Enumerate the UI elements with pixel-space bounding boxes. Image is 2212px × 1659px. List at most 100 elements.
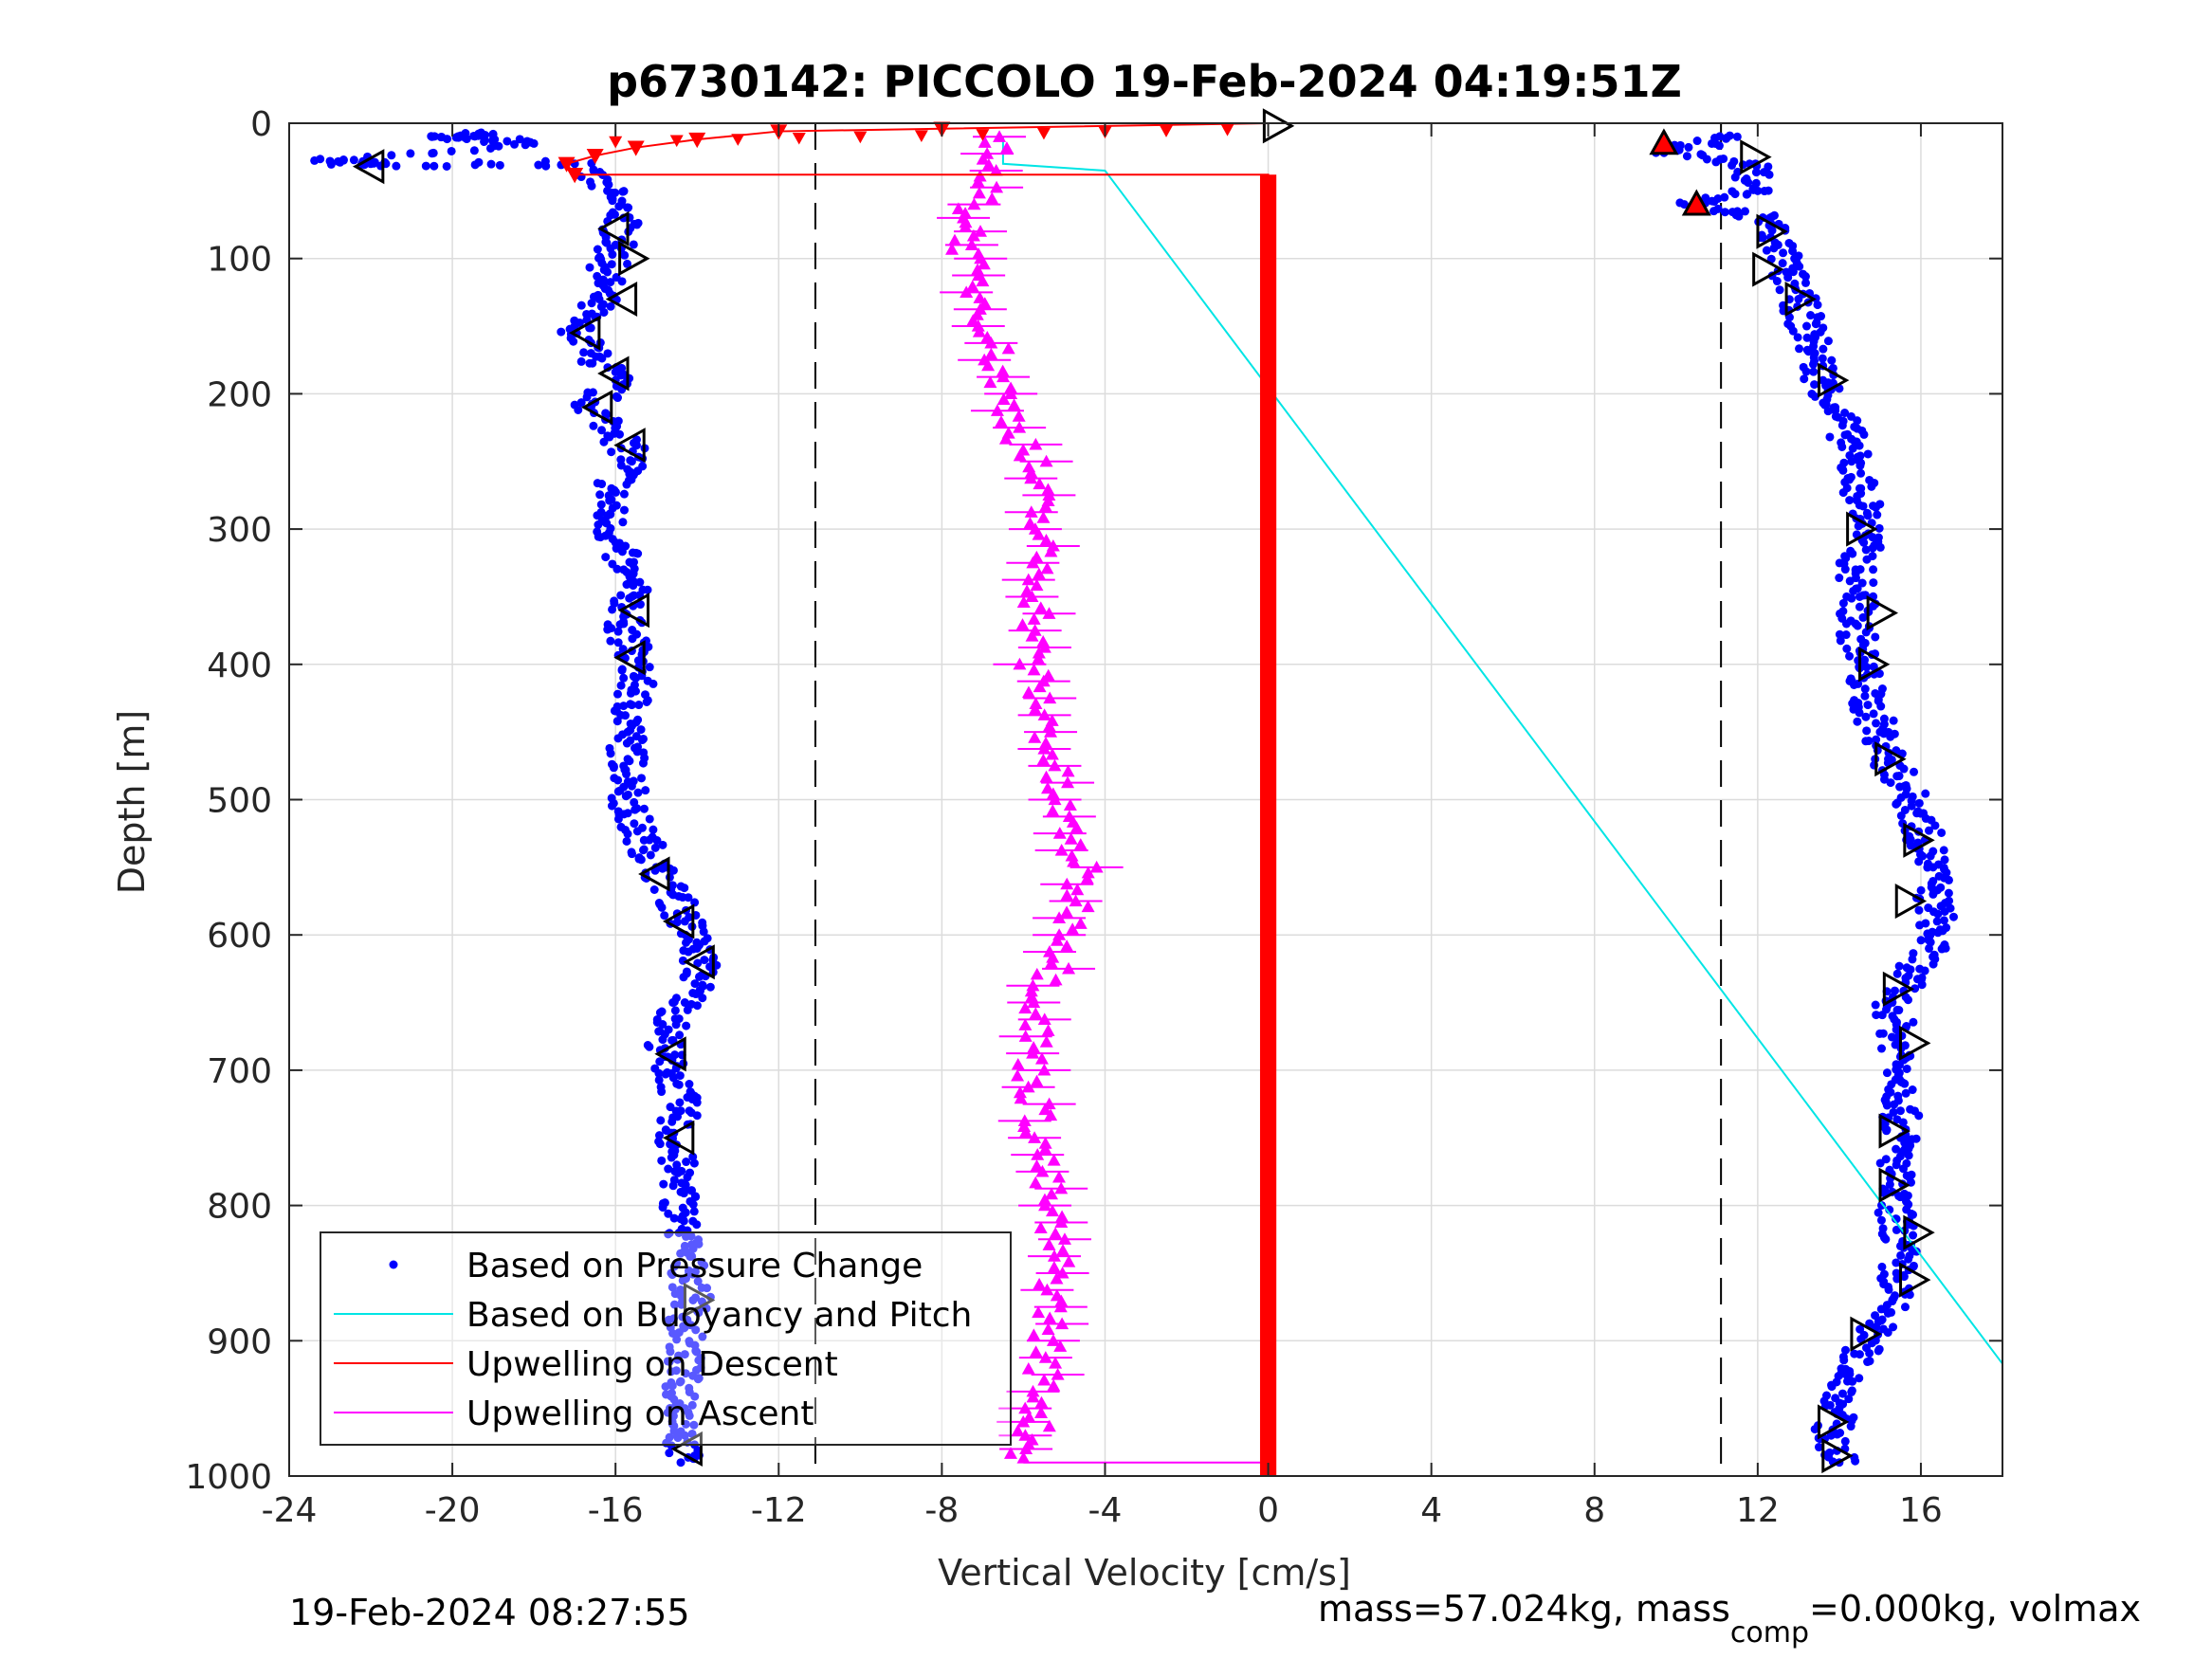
pressure-ascent-point	[1840, 1436, 1850, 1446]
pressure-descent-point	[605, 496, 614, 505]
pressure-ascent-point	[1860, 691, 1870, 701]
pressure-ascent-point	[1904, 995, 1913, 1005]
ascent-point	[1012, 410, 1026, 422]
pressure-ascent-point	[1862, 508, 1872, 518]
ascent-point	[1060, 877, 1074, 890]
pressure-descent-point	[612, 487, 621, 497]
pressure-descent-point	[675, 1377, 685, 1387]
ascent-point	[945, 243, 960, 255]
pressure-descent-point	[557, 327, 566, 337]
pressure-ascent-point	[1917, 980, 1927, 990]
pressure-descent-point	[617, 547, 627, 556]
pressure-ascent-point	[1867, 482, 1876, 491]
ascent-point	[1003, 1447, 1017, 1459]
ascent-point	[951, 202, 965, 214]
ascent-point	[1024, 465, 1038, 479]
pressure-descent-point	[613, 638, 623, 647]
pressure-descent-point	[690, 898, 700, 907]
pressure-descent-point	[633, 788, 643, 797]
pressure-descent-point	[620, 250, 630, 260]
ascent-point	[1025, 590, 1039, 603]
pressure-ascent-point	[1876, 1215, 1886, 1225]
x-tick-label: -12	[751, 1491, 807, 1530]
ascent-point	[1046, 804, 1060, 816]
pressure-ascent-point	[1852, 584, 1861, 593]
ascent-point	[1050, 1271, 1064, 1285]
pressure-descent-point	[683, 1005, 692, 1014]
pressure-descent-point	[665, 1449, 674, 1458]
pressure-ascent-point	[1814, 1443, 1823, 1452]
ascent-point	[967, 197, 981, 210]
pressure-ascent-point	[1911, 1134, 1921, 1143]
ascent-point	[1069, 894, 1083, 907]
pressure-descent-point	[387, 151, 396, 160]
pressure-descent-point	[617, 665, 627, 674]
open-triangle-right	[1858, 647, 1891, 683]
ascent-point	[1034, 1406, 1049, 1419]
open-triangle-right	[1756, 213, 1788, 249]
pressure-ascent-point	[1920, 966, 1929, 975]
ascent-point	[1033, 1277, 1047, 1290]
pressure-descent-point	[655, 1057, 665, 1066]
pressure-descent-point	[588, 358, 597, 368]
open-triangle-right	[1850, 1316, 1882, 1352]
pressure-descent-point	[569, 337, 578, 346]
open-triangle-right	[1878, 1167, 1910, 1203]
pressure-descent-point	[607, 260, 616, 269]
pressure-descent-point	[657, 902, 667, 912]
y-tick-label: 400	[207, 647, 272, 685]
ascent-point	[1041, 1322, 1055, 1336]
pressure-ascent-point	[1914, 857, 1924, 866]
pressure-descent-point	[576, 301, 586, 310]
y-tick-label: 800	[207, 1188, 272, 1227]
pressure-descent-point	[682, 938, 691, 947]
pressure-descent-point	[316, 155, 325, 164]
pressure-ascent-point	[1838, 488, 1848, 498]
ascent-point	[1042, 1419, 1056, 1432]
x-tick-label: -8	[924, 1491, 959, 1530]
pressure-descent-point	[575, 318, 584, 327]
ascent-point	[1035, 1164, 1050, 1177]
pressure-descent-point	[690, 979, 700, 989]
pressure-ascent-point	[1883, 1328, 1892, 1338]
pressure-descent-point	[606, 749, 615, 758]
pressure-descent-point	[436, 133, 446, 142]
series-upwelling-ascent	[937, 130, 1269, 1464]
pressure-descent-point	[668, 866, 678, 875]
pressure-descent-point	[668, 1181, 678, 1191]
pressure-ascent-point	[1801, 321, 1811, 331]
pressure-descent-point	[603, 431, 612, 441]
open-triangle-right	[1740, 139, 1772, 175]
ascent-point	[1029, 437, 1043, 450]
pressure-ascent-point	[1778, 259, 1787, 268]
ascent-point	[976, 153, 990, 165]
pressure-ascent-point	[1890, 1100, 1899, 1109]
open-triangle-left	[638, 856, 670, 892]
pressure-ascent-point	[1800, 374, 1809, 384]
pressure-descent-point	[617, 277, 627, 286]
ascent-point	[1024, 505, 1038, 518]
ascent-point	[977, 257, 991, 270]
pressure-descent-point	[699, 927, 708, 937]
ascent-point	[985, 191, 999, 205]
pressure-ascent-point	[1921, 789, 1930, 798]
y-tick-label: 700	[207, 1052, 272, 1091]
pressure-descent-point	[675, 1071, 685, 1081]
open-triangle-right	[1752, 251, 1784, 287]
pressure-ascent-point	[1872, 1011, 1881, 1020]
open-triangle-left	[580, 390, 613, 426]
pressure-ascent-point	[1904, 1151, 1913, 1160]
pressure-descent-point	[673, 1433, 683, 1443]
pressure-ascent-point	[1874, 669, 1884, 679]
reference-lines	[814, 123, 1723, 1476]
ascent-point	[1038, 1351, 1052, 1363]
pressure-descent-point	[643, 585, 652, 594]
pressure-descent-point	[595, 490, 605, 500]
pressure-descent-point	[671, 1020, 681, 1030]
pressure-descent-point	[692, 1098, 702, 1107]
pressure-ascent-point	[1855, 708, 1864, 718]
open-triangle-left	[568, 315, 601, 351]
pressure-ascent-point	[1821, 400, 1831, 410]
pressure-descent-point	[595, 352, 605, 361]
ascent-point	[971, 319, 985, 332]
